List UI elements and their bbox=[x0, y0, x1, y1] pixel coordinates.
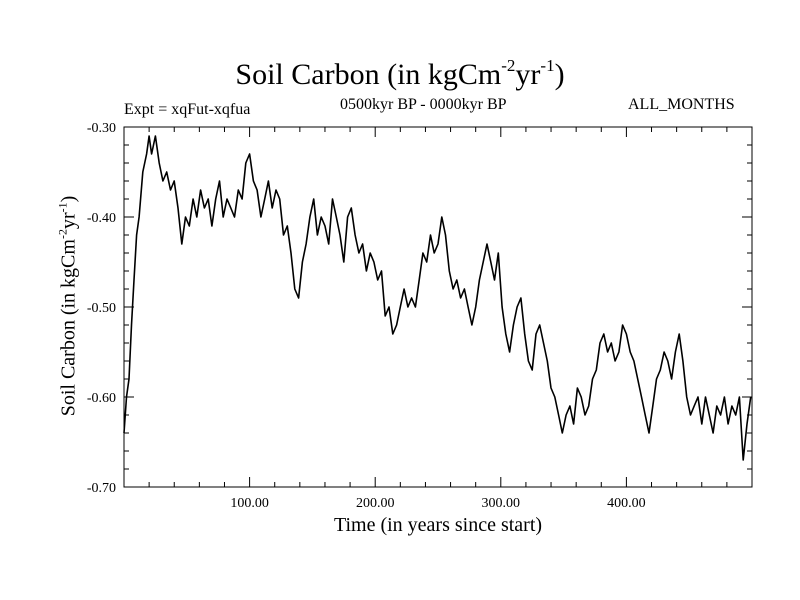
y-tick-label: -0.50 bbox=[87, 301, 116, 316]
months-label: ALL_MONTHS bbox=[628, 96, 735, 113]
y-axis-label: Soil Carbon (in kgCm-2yr-1) bbox=[55, 195, 80, 417]
chart-title: Soil Carbon (in kgCm-2yr-1) bbox=[235, 56, 565, 91]
y-tick-label: -0.40 bbox=[87, 211, 116, 226]
plot-frame bbox=[123, 126, 753, 488]
x-tick-label: 300.00 bbox=[482, 496, 521, 511]
x-tick-label: 400.00 bbox=[607, 496, 646, 511]
y-tick-label: -0.30 bbox=[87, 121, 116, 136]
x-tick-label: 100.00 bbox=[230, 496, 269, 511]
y-tick-label: -0.70 bbox=[87, 481, 116, 496]
x-tick-label: 200.00 bbox=[356, 496, 395, 511]
series-line-soil-carbon bbox=[123, 135, 752, 461]
x-axis-label: Time (in years since start) bbox=[333, 514, 543, 536]
experiment-label: Expt = xqFut-xqfua bbox=[124, 101, 251, 118]
period-label: 0500kyr BP - 0000kyr BP bbox=[340, 96, 507, 113]
y-tick-label: -0.60 bbox=[87, 391, 116, 406]
plot-area: 100.00 200.00 300.00 400.00 -0.30 -0.40 -0.50 -… bbox=[87, 121, 753, 511]
